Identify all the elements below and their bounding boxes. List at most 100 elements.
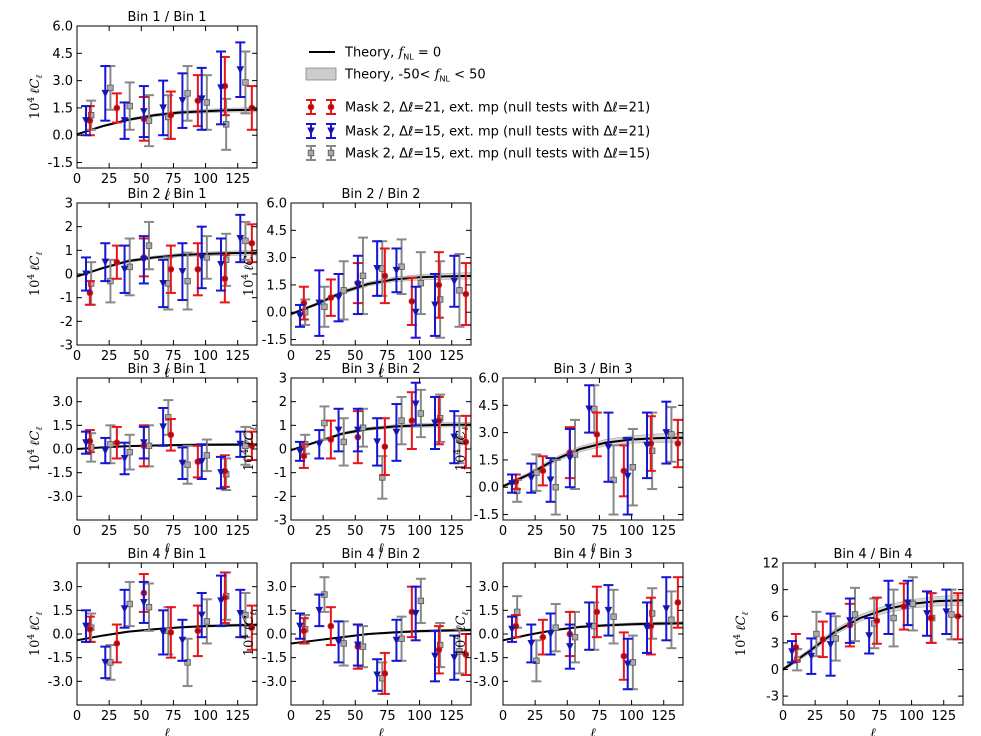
y-tick-label: -1.5 — [262, 651, 287, 666]
legend-marker-square — [307, 149, 315, 157]
data-point — [460, 414, 471, 469]
y-tick-label: 3.0 — [478, 426, 499, 441]
data-point — [550, 458, 561, 516]
theory-line — [291, 629, 471, 645]
marker-circle — [327, 622, 335, 630]
panel-title: Bin 2 / Bin 2 — [342, 187, 421, 202]
data-point — [358, 625, 368, 669]
data-point — [531, 453, 542, 492]
marker-circle — [248, 239, 256, 247]
data-point — [333, 273, 344, 323]
data-point — [415, 577, 426, 624]
x-tick-label: 50 — [559, 709, 576, 724]
x-tick-label: 25 — [101, 524, 118, 539]
marker-circle — [408, 298, 416, 305]
legend-band-swatch — [305, 67, 337, 81]
y-tick-label: 12 — [762, 557, 779, 572]
marker-circle — [113, 258, 121, 266]
y-tick-label: 3.0 — [52, 74, 73, 89]
marker-triangle — [217, 261, 225, 269]
data-point — [144, 220, 154, 271]
marker-triangle — [527, 639, 536, 648]
x-tick-label: 75 — [871, 709, 888, 724]
data-point — [591, 585, 602, 639]
marker-circle — [620, 467, 628, 475]
marker-circle — [819, 636, 827, 643]
plot-area — [77, 399, 257, 492]
x-tick-label: 0 — [499, 709, 507, 724]
data-point — [352, 407, 363, 453]
series-blue — [81, 406, 246, 490]
data-point — [119, 588, 130, 629]
data-point — [850, 586, 860, 643]
data-point — [81, 609, 91, 643]
marker-circle — [167, 111, 175, 119]
data-point — [295, 440, 305, 462]
y-tick-label: 3 — [279, 372, 287, 387]
marker-square — [301, 309, 309, 316]
x-tick-label: 100 — [619, 709, 644, 724]
data-point — [105, 65, 116, 111]
data-point — [352, 623, 363, 667]
series-red — [84, 571, 257, 664]
data-point — [201, 74, 212, 131]
data-point — [216, 455, 226, 490]
x-tick-label: 0 — [73, 709, 81, 724]
data-point — [647, 411, 658, 491]
y-tick-label: -3.0 — [48, 490, 73, 505]
marker-triangle — [82, 439, 90, 447]
marker-circle — [167, 629, 175, 636]
marker-triangle — [140, 439, 148, 447]
y-axis-label: 104ℓCℓ — [27, 427, 45, 472]
marker-square — [610, 476, 617, 484]
data-point — [246, 223, 257, 264]
data-point — [545, 612, 556, 656]
x-tick-label: 100 — [193, 524, 218, 539]
data-point — [111, 425, 122, 460]
y-tick-label: 4.5 — [52, 47, 73, 62]
marker-triangle — [178, 459, 187, 468]
marker-square — [398, 635, 405, 642]
marker-circle — [113, 640, 121, 647]
legend-marker-triangle — [327, 127, 335, 136]
x-tick-label: 50 — [347, 349, 364, 364]
marker-triangle — [865, 632, 873, 640]
legend-label: Mask 2, Δℓ=15, ext. mp (null tests with … — [345, 125, 650, 140]
data-point — [507, 615, 517, 643]
plot-area — [503, 576, 683, 691]
marker-triangle — [450, 654, 459, 662]
y-axis-label: 104ℓCℓ — [27, 252, 45, 297]
marker-circle — [381, 443, 389, 450]
data-point — [449, 410, 460, 465]
data-point — [902, 579, 913, 627]
marker-circle — [674, 440, 682, 447]
panel-9: 0 25 50 75 100 125 -3.0 -1.5 0.0 1.5 3.0 Bin 4 / Bi… — [453, 547, 684, 736]
y-tick-label: 2 — [65, 220, 73, 235]
marker-square — [145, 242, 153, 249]
legend-entry: Mask 2, Δℓ=21, ext. mp (null tests with … — [306, 99, 650, 116]
y-tick-label: 0.0 — [478, 481, 499, 496]
marker-square — [107, 441, 114, 448]
marker-triangle — [826, 641, 835, 649]
y-tick-label: -3.0 — [262, 675, 287, 690]
marker-triangle — [178, 268, 187, 276]
marker-circle — [113, 439, 121, 446]
marker-triangle — [546, 476, 555, 485]
data-point — [570, 610, 580, 664]
x-tick-label: 100 — [619, 524, 644, 539]
x-tick-label: 75 — [591, 709, 608, 724]
axes-frame — [76, 202, 258, 346]
x-axis-label: ℓ — [164, 366, 170, 381]
panel-title: Bin 3 / Bin 2 — [342, 362, 421, 377]
data-point — [391, 618, 402, 662]
x-tick-label: 75 — [165, 709, 182, 724]
data-point — [235, 41, 246, 98]
data-point — [584, 384, 595, 434]
marker-triangle — [178, 636, 187, 645]
data-point — [391, 247, 402, 294]
data-point — [165, 244, 176, 294]
marker-triangle — [354, 426, 362, 435]
legend-label: Theory, fNL = 0 — [344, 46, 441, 62]
data-point — [888, 588, 899, 648]
